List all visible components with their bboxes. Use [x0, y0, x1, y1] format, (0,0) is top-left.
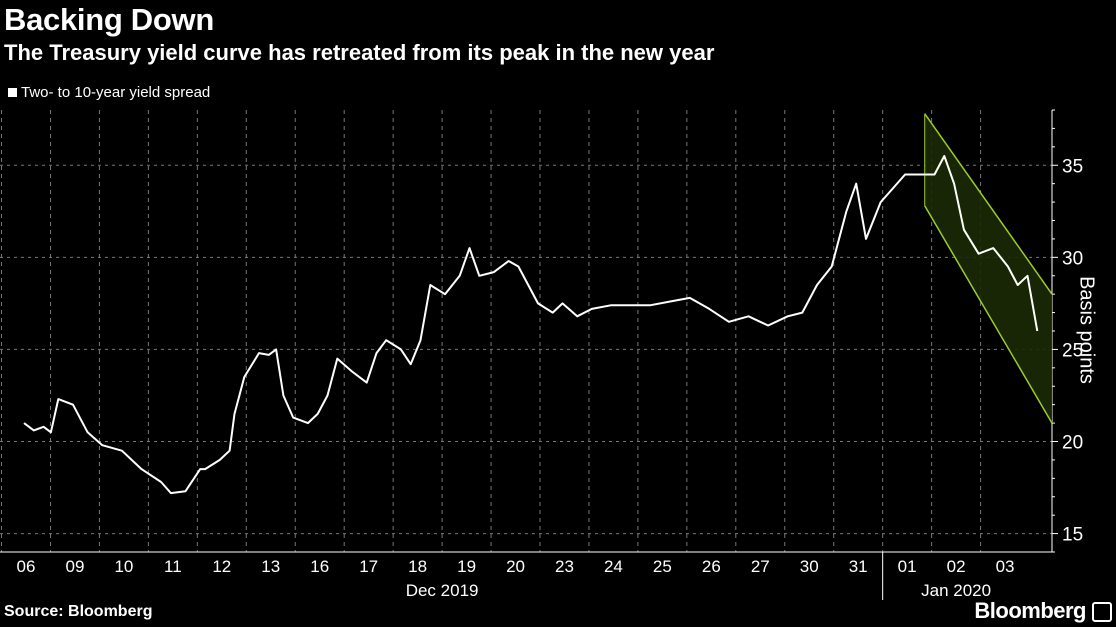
y-tick-label: 25: [1062, 340, 1083, 361]
x-tick-label: 23: [555, 557, 574, 576]
x-tick-label: 27: [751, 557, 770, 576]
series-line-yield-spread: [23, 155, 1039, 495]
x-tick-label: 09: [65, 557, 84, 576]
legend-label: Two- to 10-year yield spread: [21, 84, 211, 101]
x-tick-label: 03: [996, 557, 1015, 576]
y-tick-label: 35: [1062, 156, 1083, 177]
x-tick-label: 19: [457, 557, 476, 576]
trend-channel-lower-line: [924, 205, 1053, 424]
x-tick-label: 02: [947, 557, 966, 576]
x-tick-label: 16: [310, 557, 329, 576]
x-tick-label: 25: [653, 557, 672, 576]
x-tick-label: 01: [898, 557, 917, 576]
x-tick-label: 18: [408, 557, 427, 576]
x-group-label: Dec 2019: [406, 581, 479, 600]
y-axis-label: Basis points: [1075, 276, 1098, 384]
x-tick-label: 06: [17, 557, 36, 576]
source-note: Source: Bloomberg: [4, 603, 153, 620]
y-tick-label: 15: [1062, 525, 1083, 546]
x-tick-label: 10: [114, 557, 133, 576]
x-group-label: Jan 2020: [921, 581, 991, 600]
chart-title: Backing Down: [4, 2, 214, 37]
x-tick-label: 26: [702, 557, 721, 576]
x-tick-label: 31: [849, 557, 868, 576]
x-tick-label: 30: [800, 557, 819, 576]
x-tick-label: 11: [164, 557, 182, 576]
x-tick-label: 24: [604, 557, 623, 576]
brand-logo: Bloomberg: [974, 598, 1086, 623]
y-tick-label: 20: [1062, 433, 1083, 454]
y-tick-label: 30: [1062, 248, 1083, 269]
trend-channel-upper-line: [924, 113, 1053, 295]
legend-swatch: [8, 88, 17, 97]
legend: Two- to 10-year yield spread: [8, 84, 210, 101]
brand-mark-icon: [1092, 602, 1112, 622]
x-tick-label: 20: [506, 557, 525, 576]
x-tick-label: 12: [212, 557, 231, 576]
x-tick-label: 13: [261, 557, 280, 576]
chart-subtitle: The Treasury yield curve has retreated f…: [4, 40, 715, 65]
x-tick-label: 17: [359, 557, 378, 576]
